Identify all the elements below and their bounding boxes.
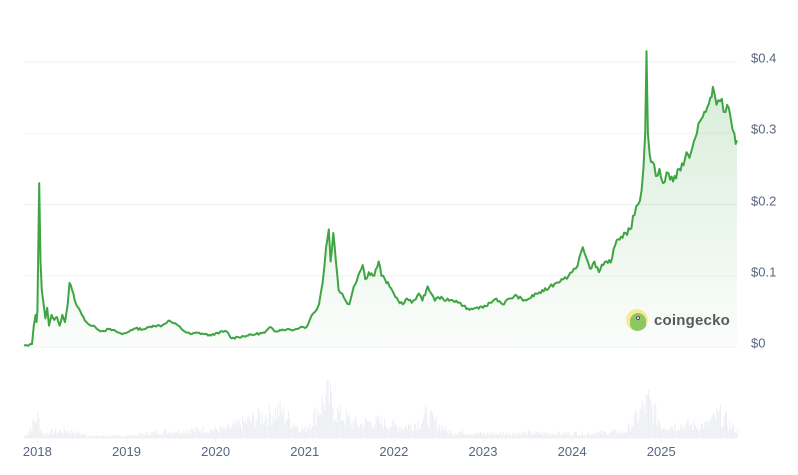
watermark-text: coingecko — [654, 311, 730, 329]
x-axis-label: 2022 — [379, 444, 409, 459]
x-axis-label: 2025 — [646, 444, 676, 459]
x-axis-label: 2020 — [201, 444, 231, 459]
y-axis-label: $0 — [751, 335, 766, 351]
coingecko-watermark: coingecko — [626, 309, 730, 331]
x-axis-label: 2018 — [22, 444, 52, 459]
x-axis-ticks — [36, 438, 662, 443]
x-axis-label: 2024 — [557, 444, 587, 459]
y-axis-label: $0.4 — [751, 50, 777, 66]
volume-bars — [24, 380, 738, 439]
price-line[interactable] — [23, 50, 738, 347]
price-area-fill — [24, 51, 737, 348]
x-axis-label: 2023 — [468, 444, 498, 459]
y-axis-label: $0.2 — [751, 193, 777, 208]
y-axis-label: $0.3 — [751, 121, 777, 137]
gecko-logo-icon — [626, 309, 648, 331]
x-axis-label: 2021 — [290, 444, 320, 459]
y-axis-label: $0.1 — [751, 264, 777, 280]
x-axis-label: 2019 — [112, 444, 141, 459]
